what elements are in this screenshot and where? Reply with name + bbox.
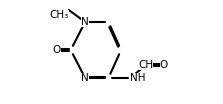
Text: N: N bbox=[81, 17, 89, 27]
Text: O: O bbox=[160, 60, 168, 70]
Text: NH: NH bbox=[130, 73, 146, 83]
Text: CH: CH bbox=[138, 60, 153, 70]
Text: CH₃: CH₃ bbox=[50, 10, 69, 20]
Text: O: O bbox=[53, 45, 61, 55]
Text: N: N bbox=[81, 73, 89, 83]
